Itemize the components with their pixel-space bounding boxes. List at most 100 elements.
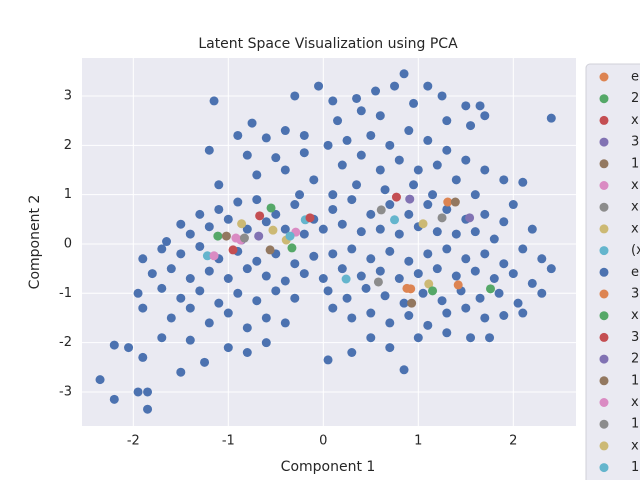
data-point	[527, 224, 537, 234]
data-point	[399, 69, 409, 79]
data-point	[333, 116, 343, 126]
data-point	[404, 126, 414, 136]
data-point	[200, 357, 210, 367]
legend-label: (x	[631, 243, 640, 258]
legend-label: 1	[631, 417, 639, 432]
data-point	[328, 249, 338, 259]
legend-box	[585, 63, 640, 480]
legend-label: x	[631, 308, 639, 323]
data-point	[432, 160, 442, 170]
grid	[82, 58, 576, 426]
data-point	[341, 274, 351, 284]
data-point	[371, 86, 381, 96]
data-point	[352, 180, 362, 190]
data-point	[271, 286, 281, 296]
data-point	[337, 160, 347, 170]
legend-marker	[599, 224, 609, 234]
data-point	[265, 245, 275, 255]
data-point	[299, 269, 309, 279]
data-point	[124, 343, 134, 353]
data-point	[242, 264, 252, 274]
data-point	[537, 288, 547, 298]
data-point	[347, 195, 357, 205]
data-point	[195, 241, 205, 251]
data-point	[402, 283, 412, 293]
legend-label: 3	[631, 287, 639, 302]
data-point	[466, 121, 476, 131]
data-point	[328, 96, 338, 106]
data-point	[209, 251, 219, 261]
data-point	[233, 130, 243, 140]
legend-marker	[599, 311, 609, 321]
data-point	[309, 175, 319, 185]
data-point	[138, 303, 148, 313]
data-point	[347, 313, 357, 323]
data-point	[299, 130, 309, 140]
data-point	[342, 293, 352, 303]
y-tick-label: -3	[59, 384, 72, 399]
data-point	[280, 276, 290, 286]
data-point	[185, 303, 195, 313]
legend-marker	[599, 289, 609, 299]
data-point	[204, 222, 214, 232]
data-point	[147, 269, 157, 279]
data-point	[214, 298, 224, 308]
data-point	[437, 296, 447, 306]
data-point	[494, 288, 504, 298]
y-tick-label: 1	[64, 187, 72, 202]
data-point	[356, 150, 366, 160]
data-point	[254, 231, 264, 241]
data-point	[271, 153, 281, 163]
data-point	[385, 200, 395, 210]
legend-label: 1	[631, 460, 639, 475]
data-point	[380, 291, 390, 301]
y-axis-label: Component 2	[27, 195, 43, 290]
data-point	[261, 313, 271, 323]
data-point	[228, 245, 238, 255]
data-point	[337, 264, 347, 274]
data-point	[133, 288, 143, 298]
legend-label: x	[631, 200, 639, 215]
data-point	[347, 347, 357, 357]
legend-label: 1	[631, 373, 639, 388]
y-tick-label: 0	[64, 236, 72, 251]
data-point	[185, 335, 195, 345]
data-point	[485, 333, 495, 343]
data-point	[318, 274, 328, 284]
data-point	[214, 204, 224, 214]
data-point	[413, 165, 423, 175]
data-point	[162, 237, 172, 247]
data-point	[242, 150, 252, 160]
data-point	[233, 197, 243, 207]
data-point	[423, 200, 433, 210]
data-point	[271, 209, 281, 219]
data-point	[442, 328, 452, 338]
data-point	[513, 298, 523, 308]
data-point	[385, 343, 395, 353]
data-point	[443, 197, 453, 207]
data-point	[394, 229, 404, 239]
data-point	[209, 96, 219, 106]
x-axis-label: Component 1	[281, 459, 376, 475]
data-point	[375, 111, 385, 121]
data-point	[466, 333, 476, 343]
legend-marker	[599, 246, 609, 256]
data-point	[261, 338, 271, 348]
data-point	[480, 313, 490, 323]
data-point	[280, 126, 290, 136]
y-tick-label: 3	[64, 88, 72, 103]
data-point	[295, 190, 305, 200]
data-point	[399, 298, 409, 308]
data-point	[480, 209, 490, 219]
data-point	[442, 204, 452, 214]
data-point	[470, 227, 480, 237]
data-point	[285, 231, 295, 241]
data-point	[394, 274, 404, 284]
data-point	[342, 135, 352, 145]
data-point	[413, 333, 423, 343]
data-point	[143, 387, 153, 397]
data-point	[404, 209, 414, 219]
data-point	[437, 91, 447, 101]
data-point	[195, 209, 205, 219]
